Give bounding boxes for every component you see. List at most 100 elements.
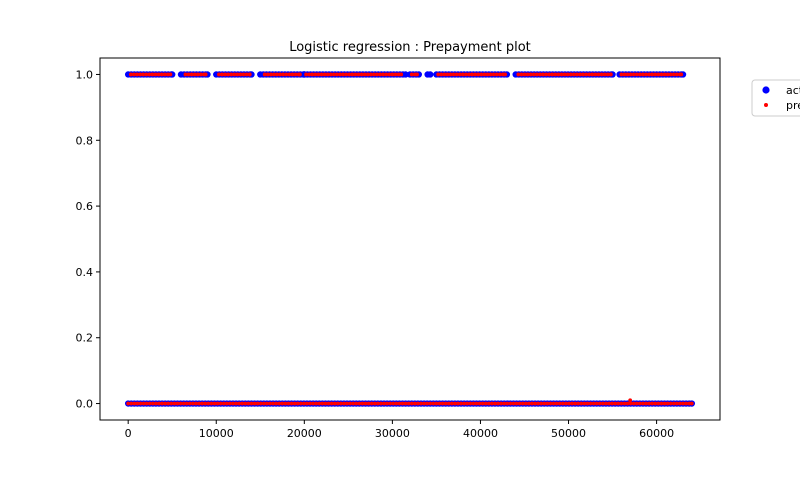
data-point [436, 72, 441, 77]
data-point [178, 401, 183, 406]
data-point [523, 401, 528, 406]
data-point [445, 72, 450, 77]
data-point [165, 72, 170, 77]
data-point [520, 401, 525, 406]
data-point [511, 401, 516, 406]
data-point [308, 401, 312, 406]
data-point [243, 401, 248, 406]
data-point [656, 72, 661, 77]
data-point [189, 72, 194, 77]
data-point [557, 401, 562, 406]
data-point [169, 401, 174, 406]
y-axis: 0.0 0.2 0.4 0.6 0.8 1.0 [76, 68, 100, 411]
data-point [290, 72, 295, 77]
data-point [281, 72, 286, 77]
data-point [593, 72, 598, 77]
data-point [567, 401, 571, 406]
data-point [496, 401, 500, 406]
data-point [191, 401, 195, 406]
data-point [366, 401, 371, 406]
data-point [278, 72, 282, 77]
x-axis: 0 10000 20000 30000 40000 50000 60000 [125, 420, 674, 440]
data-point [553, 72, 558, 77]
data-point [628, 72, 633, 77]
data-point [409, 401, 414, 406]
data-point [634, 401, 639, 406]
data-point [197, 401, 201, 406]
data-point [154, 401, 158, 406]
data-point [454, 72, 459, 77]
x-tick-label: 0 [125, 427, 132, 440]
data-point [503, 72, 508, 77]
data-point [310, 72, 315, 77]
data-point [141, 401, 146, 406]
data-point [228, 401, 232, 406]
data-point [678, 401, 682, 406]
data-point [203, 401, 208, 406]
data-point [187, 401, 192, 406]
data-point [265, 72, 270, 77]
data-point [591, 401, 596, 406]
data-point [403, 401, 408, 406]
data-point [531, 72, 536, 77]
data-point [525, 72, 530, 77]
data-point [474, 401, 479, 406]
data-point [449, 401, 454, 406]
data-point [409, 72, 414, 77]
data-point [283, 401, 288, 406]
data-point [129, 401, 134, 406]
data-point [599, 72, 604, 77]
data-point [631, 72, 636, 77]
data-point [534, 72, 539, 77]
data-point [262, 72, 267, 77]
data-point [588, 401, 593, 406]
data-point [348, 401, 353, 406]
data-point [168, 72, 173, 77]
data-point [206, 401, 211, 406]
data-point [451, 72, 456, 77]
data-point [457, 72, 462, 77]
data-point [628, 398, 633, 403]
data-point [668, 401, 673, 406]
data-point [533, 401, 537, 406]
data-point [499, 401, 504, 406]
data-point [295, 401, 300, 406]
data-point [200, 401, 205, 406]
x-tick-label: 10000 [199, 427, 234, 440]
data-point [468, 401, 473, 406]
x-tick-label: 60000 [639, 427, 674, 440]
data-point [371, 72, 376, 77]
data-point [381, 72, 386, 77]
data-point [132, 401, 137, 406]
data-point [587, 72, 592, 77]
data-point [565, 72, 570, 77]
data-point [156, 72, 161, 77]
data-point [628, 401, 633, 406]
data-point [268, 401, 272, 406]
data-point [203, 72, 208, 77]
data-point [574, 72, 579, 77]
data-point [653, 72, 658, 77]
data-point [550, 72, 555, 77]
data-point [427, 71, 434, 78]
data-point [345, 401, 349, 406]
data-point [584, 72, 589, 77]
data-point [181, 401, 186, 406]
data-point [482, 72, 487, 77]
data-point [369, 401, 374, 406]
data-point [274, 401, 279, 406]
data-point [375, 401, 380, 406]
data-point [359, 72, 364, 77]
data-point [198, 72, 203, 77]
data-point [246, 401, 251, 406]
data-point [579, 401, 584, 406]
data-point [218, 401, 223, 406]
data-point [379, 401, 383, 406]
data-point [372, 401, 377, 406]
data-point [453, 401, 457, 406]
data-point [212, 401, 217, 406]
data-point [460, 72, 465, 77]
data-point [470, 72, 474, 77]
legend-marker-pre [764, 103, 768, 107]
